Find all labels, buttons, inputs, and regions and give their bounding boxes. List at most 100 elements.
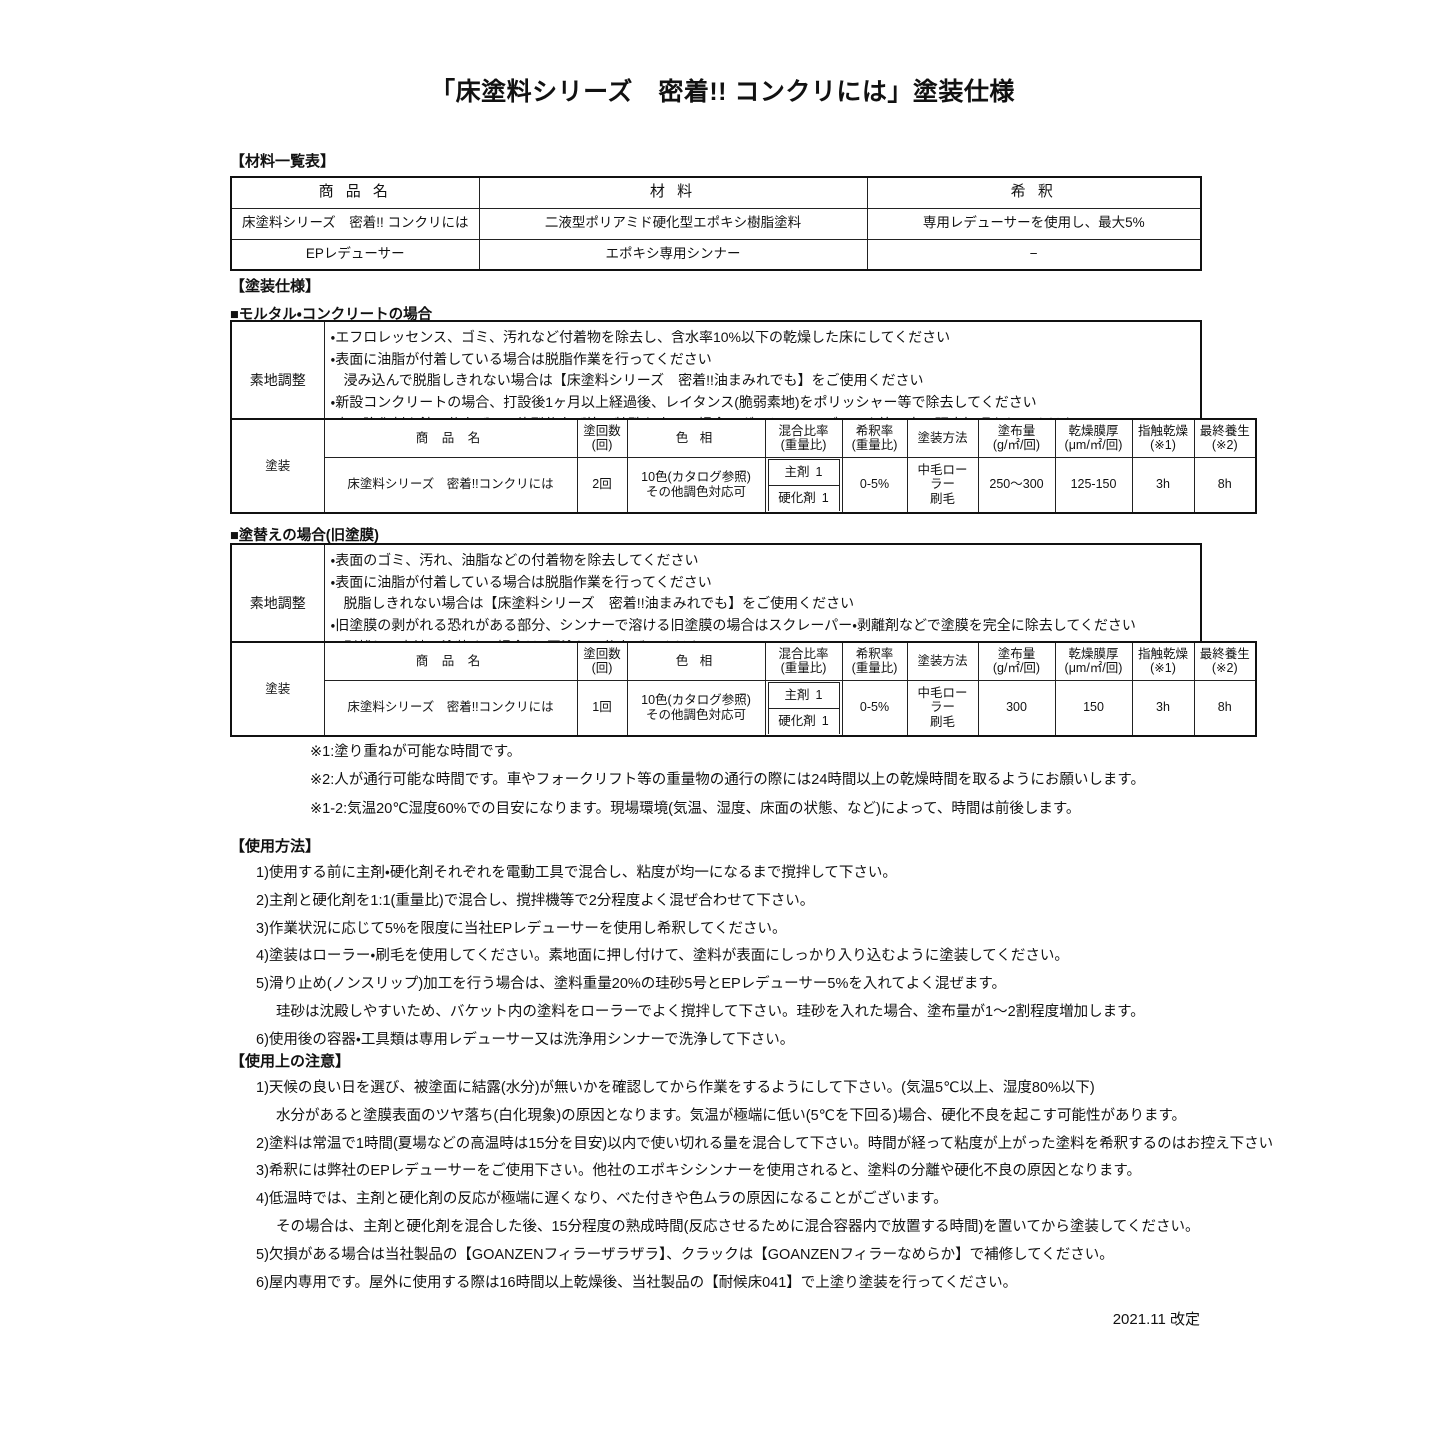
hdr-line1: 色 相 xyxy=(675,653,717,668)
cell-thinning: 0-5% xyxy=(841,679,908,737)
hdr-line2: (回) xyxy=(591,661,613,676)
usage-item: 3)作業状況に応じて5%を限度に当社EPレデューサーを使用し希釈してください。 xyxy=(256,920,787,937)
mix-base-value: 1 xyxy=(815,464,823,479)
column-header-thinning: 希釈率 (重量比) xyxy=(841,418,908,458)
hdr-line2: (※2) xyxy=(1211,661,1238,676)
caution-item: 2)塗料は常温で1時間(夏場などの高温時は15分を目安)以内で使い切れる量を混合… xyxy=(256,1135,1274,1152)
mix-ratio-subtable: 主剤 1 硬化剤 1 xyxy=(767,458,840,511)
caution-section: 【使用上の注意】 1)天候の良い日を選び、被塗面に結露(水分)が無いかを確認して… xyxy=(230,1050,1273,1298)
hdr-line2: (※1) xyxy=(1150,661,1176,676)
hdr-line2: (※1) xyxy=(1150,438,1176,453)
method-line1: 中毛ロー xyxy=(917,685,968,700)
cell-touch-dry: 3h xyxy=(1131,456,1195,514)
materials-table: 商 品 名 材 料 希 釈 床塗料シリーズ 密着!! コンクリには 二液型ポリア… xyxy=(230,176,1202,271)
table-header-row: 商 品 名 材 料 希 釈 xyxy=(230,176,1202,209)
caution-item: 4)低温時では、主剤と硬化剤の反応が極端に遅くなり、べた付きや色ムラの原因になる… xyxy=(256,1191,948,1208)
column-header-hue: 色 相 xyxy=(626,641,766,681)
table-header-row: 塗装 商 品 名 塗回数 (回) 色 相 混合比率 (重量比) 希釈率 (重量 xyxy=(230,418,1257,514)
mix-base: 主剤 1 xyxy=(767,458,840,486)
cell-method: 中毛ロー ラー 刷毛 xyxy=(906,679,979,737)
hdr-line1: 希釈率 xyxy=(855,423,894,438)
hdr-line1: 最終養生 xyxy=(1199,423,1250,438)
hue-line2: その他調色対応可 xyxy=(645,707,746,722)
mix-hardener-label: 硬化剤 xyxy=(778,490,816,505)
method-line1: 中毛ロー xyxy=(917,462,968,477)
footnote-1: ※1:塗り重ねが可能な時間です。 xyxy=(310,744,522,760)
spec-block-heading-repaint: ■塗替えの場合(旧塗膜) xyxy=(230,528,379,544)
usage-item: 5)滑り止め(ノンスリップ)加工を行う場合は、塗料重量20%の珪砂5号とEPレデ… xyxy=(256,976,1006,993)
hdr-line2: (μm/㎡/回) xyxy=(1064,661,1123,676)
column-header-touch-dry: 指触乾燥 (※1) xyxy=(1131,641,1195,681)
table-row: 床塗料シリーズ 密着!! コンクリには 二液型ポリアミド硬化型エポキシ樹脂塗料 … xyxy=(230,207,1202,240)
cell-material: エポキシ専用シンナー xyxy=(478,238,868,271)
mix-row-base: 主剤 1 xyxy=(767,458,840,486)
hdr-line1: 塗布量 xyxy=(997,423,1036,438)
column-header-film-thickness: 乾燥膜厚 (μm/㎡/回) xyxy=(1054,418,1133,458)
usage-section: 【使用方法】 1)使用する前に主剤・硬化剤それぞれを電動工具で混合し、粘度が均一… xyxy=(230,835,1145,1055)
mix-base-label: 主剤 xyxy=(784,464,810,479)
materials-section-label: 【材料一覧表】 xyxy=(230,153,336,170)
cell-final-cure: 8h xyxy=(1193,679,1257,737)
column-header-final-cure: 最終養生 (※2) xyxy=(1193,641,1257,681)
usage-item-continued: 珪砂は沈殿しやすいため、バケット内の塗料をローラーでよく撹拌して下さい。珪砂を入… xyxy=(276,1004,1145,1021)
column-header-product: 商 品 名 xyxy=(230,176,480,209)
hdr-line1: 商 品 名 xyxy=(415,653,486,668)
hdr-line2: (重量比) xyxy=(851,438,898,453)
column-header-method: 塗装方法 xyxy=(906,641,979,681)
paint-label: 塗装 xyxy=(230,641,325,737)
column-header-mix-ratio: 混合比率 (重量比) xyxy=(764,418,843,458)
cell-product: 床塗料シリーズ 密着!!コンクリには xyxy=(323,456,578,514)
column-header-spread: 塗布量 (g/㎡/回) xyxy=(977,418,1056,458)
caution-item: 1)天候の良い日を選び、被塗面に結露(水分)が無いかを確認してから作業をするよう… xyxy=(256,1080,1095,1096)
method-line2: ラー xyxy=(929,700,955,715)
method-line3: 刷毛 xyxy=(929,715,955,730)
mix-base-value: 1 xyxy=(815,687,823,702)
column-header-coats: 塗回数 (回) xyxy=(576,641,628,681)
prep-line: ・表面に油脂が付着している場合は脱脂作業を行ってください xyxy=(330,350,712,367)
caution-item: 3)希釈には弊社のEPレデューサーをご使用下さい。他社のエポキシシンナーを使用さ… xyxy=(256,1163,1141,1180)
mix-hardener-value: 1 xyxy=(821,490,829,505)
column-header-method: 塗装方法 xyxy=(906,418,979,458)
paint-spec-table-repaint: 塗装 商 品 名 塗回数 (回) 色 相 混合比率 (重量比) 希釈率 (重量 xyxy=(230,641,1257,737)
usage-item: 1)使用する前に主剤・硬化剤それぞれを電動工具で混合し、粘度が均一になるまで撹拌… xyxy=(256,865,897,881)
cell-product: EPレデューサー xyxy=(230,238,480,271)
usage-item: 2)主剤と硬化剤を1:1(重量比)で混合し、撹拌機等で2分程度よく混ぜ合わせて下… xyxy=(256,892,815,909)
cell-hue: 10色(カタログ参照) その他調色対応可 xyxy=(626,456,766,514)
cell-product: 床塗料シリーズ 密着!!コンクリには xyxy=(323,679,578,737)
cell-touch-dry: 3h xyxy=(1131,679,1195,737)
hdr-line2: (※2) xyxy=(1211,438,1238,453)
cell-spread: 250〜300 xyxy=(977,456,1056,514)
hdr-line2: (回) xyxy=(591,438,613,453)
caution-section-label: 【使用上の注意】 xyxy=(230,1053,351,1070)
hdr-line2: (重量比) xyxy=(780,661,827,676)
method-line2: ラー xyxy=(929,477,955,492)
mix-hardener-label: 硬化剤 xyxy=(778,713,816,728)
hdr-line1: 塗装方法 xyxy=(917,430,968,445)
column-header-final-cure: 最終養生 (※2) xyxy=(1193,418,1257,458)
cell-mix-ratio: 主剤 1 硬化剤 1 xyxy=(764,679,843,737)
cell-film-thickness: 125-150 xyxy=(1054,456,1133,514)
column-header-spread: 塗布量 (g/㎡/回) xyxy=(977,641,1056,681)
hue-line1: 10色(カタログ参照) xyxy=(641,693,751,707)
spec-block-heading-mortar: ■モルタル・コンクリートの場合 xyxy=(230,307,433,323)
column-header-dilution: 希 釈 xyxy=(866,176,1202,209)
hdr-line1: 塗装方法 xyxy=(917,653,968,668)
cell-spread: 300 xyxy=(977,679,1056,737)
table-row: 床塗料シリーズ 密着!!コンクリには 1回 10色(カタログ参照) その他調色対… xyxy=(231,679,1257,737)
cell-hue: 10色(カタログ参照) その他調色対応可 xyxy=(626,679,766,737)
column-header-touch-dry: 指触乾燥 (※1) xyxy=(1131,418,1195,458)
usage-section-label: 【使用方法】 xyxy=(230,838,321,855)
hdr-line1: 塗回数 xyxy=(583,423,621,438)
spec-section-label: 【塗装仕様】 xyxy=(230,278,321,295)
hue-line2: その他調色対応可 xyxy=(645,484,746,499)
hdr-line1: 混合比率 xyxy=(778,423,829,438)
paint-spec-table-mortar: 塗装 商 品 名 塗回数 (回) 色 相 混合比率 (重量比) 希釈率 (重量 xyxy=(230,418,1257,514)
hdr-line1: 塗回数 xyxy=(583,646,621,661)
footnote-3: ※1-2:気温20℃湿度60%での目安になります。現場環境(気温、湿度、床面の状… xyxy=(310,800,1081,817)
mix-hardener: 硬化剤 1 xyxy=(767,484,840,511)
prep-line: 浸み込んで脱脂しきれない場合は【床塗料シリーズ 密着!!油まみれでも】をご使用く… xyxy=(343,372,924,389)
table-row: 床塗料シリーズ 密着!!コンクリには 2回 10色(カタログ参照) その他調色対… xyxy=(231,456,1257,514)
prep-line: ・旧塗膜の剥がれる恐れがある部分、シンナーで溶ける旧塗膜の場合はスクレーパー・剥… xyxy=(330,617,1136,634)
caution-item-continued: 水分があると塗膜表面のツヤ落ち(白化現象)の原因となります。気温が極端に低い(5… xyxy=(276,1107,1187,1124)
caution-item-continued: その場合は、主剤と硬化剤を混合した後、15分程度の熟成時間(反応させるために混合… xyxy=(276,1219,1200,1236)
